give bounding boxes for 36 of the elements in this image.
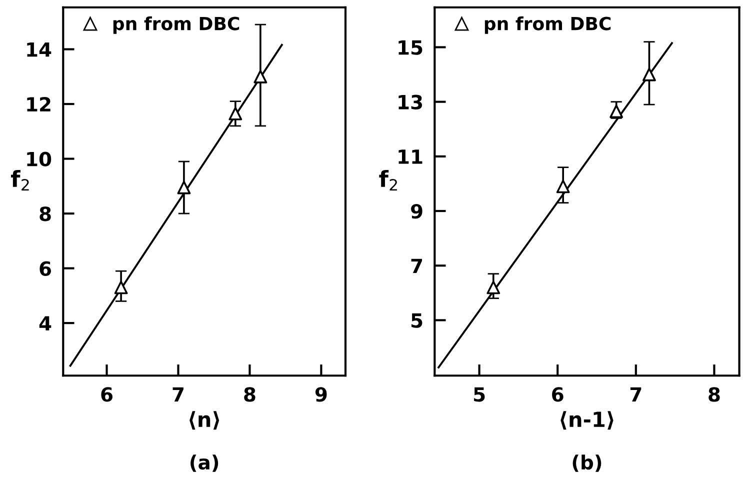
x-tick-label: 9	[315, 387, 327, 402]
x-tick-label: 7	[172, 387, 184, 402]
x-tick-label: 6	[552, 387, 564, 402]
x-tick-label: 8	[244, 387, 256, 402]
x-tick-label: 7	[630, 387, 642, 402]
point	[610, 104, 624, 118]
y-tick-label: 7	[411, 258, 422, 273]
text: (b)	[572, 454, 602, 472]
x-tick-label: 6	[101, 387, 112, 402]
y-tick-label: 6	[40, 261, 51, 276]
point	[486, 280, 500, 294]
y-tick-label: 8	[40, 206, 51, 222]
x-tick-label: 5	[474, 387, 485, 402]
y-tick-label: 13	[398, 94, 422, 110]
x-axis-title: ⟨n-1⟩	[560, 411, 614, 430]
y-tick-label: 4	[39, 316, 52, 330]
y-tick-label: 14	[27, 42, 52, 57]
y-tick-label: 11	[398, 150, 422, 164]
y-tick-label: 9	[411, 204, 422, 219]
point	[114, 280, 128, 294]
point	[228, 106, 242, 120]
point	[556, 180, 570, 194]
x-axis-title: ⟨n⟩	[190, 411, 220, 430]
y-tick-label: 10	[27, 152, 52, 166]
legend-label: pn from DBC	[113, 16, 240, 34]
legend-label: pn from DBC	[484, 16, 611, 34]
y-tick-label: 15	[398, 40, 422, 55]
x-tick-label: 8	[708, 387, 720, 402]
point	[177, 180, 191, 194]
y-tick-label: 12	[27, 96, 50, 112]
point	[254, 70, 268, 84]
y-tick-label: 5	[412, 313, 422, 328]
point	[642, 68, 656, 82]
text: (a)	[190, 454, 218, 472]
y-axis-title: f$_{2}$	[11, 170, 29, 191]
y-axis-title: f$_{2}$	[379, 170, 397, 191]
